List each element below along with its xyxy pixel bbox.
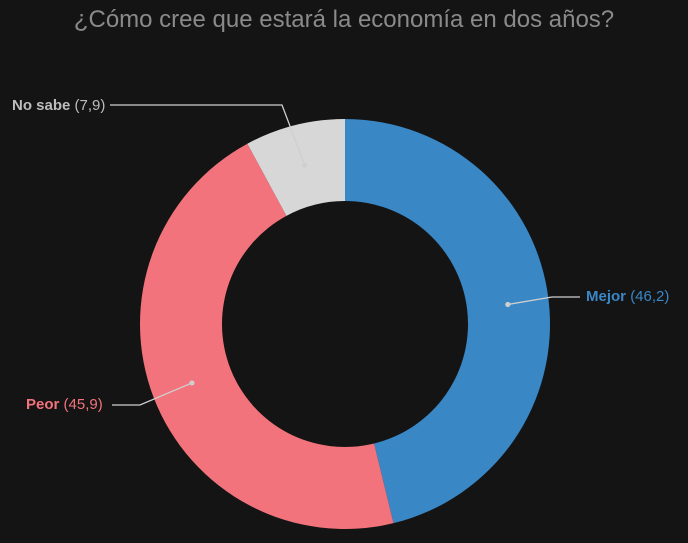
slice-peor [140, 143, 394, 529]
leader-dot-peor [189, 380, 195, 386]
slice-label-peor-name: Peor [26, 396, 60, 413]
leader-line-mejor [507, 296, 580, 306]
slice-label-mejor-value: (46,2) [630, 288, 670, 305]
slice-label-no-sabe: No sabe (7,9) [12, 97, 105, 114]
leader-dot-mejor [505, 301, 511, 308]
leader-dot-no-sabe [302, 162, 308, 168]
slice-no-sabe [247, 119, 345, 216]
slice-label-peor-value: (45,9) [63, 396, 103, 413]
slice-label-mejor-name: Mejor [586, 288, 627, 305]
chart-title: ¿Cómo cree que estará la economía en dos… [73, 6, 615, 33]
slice-label-no-sabe-name: No sabe [12, 97, 71, 114]
slice-label-mejor: Mejor (46,2) [586, 288, 669, 305]
leader-line-no-sabe [110, 104, 306, 166]
slice-label-no-sabe-value: (7,9) [74, 97, 106, 114]
slice-label-peor: Peor (45,9) [26, 396, 103, 413]
leader-line-peor [112, 382, 193, 406]
slice-mejor [345, 119, 550, 524]
